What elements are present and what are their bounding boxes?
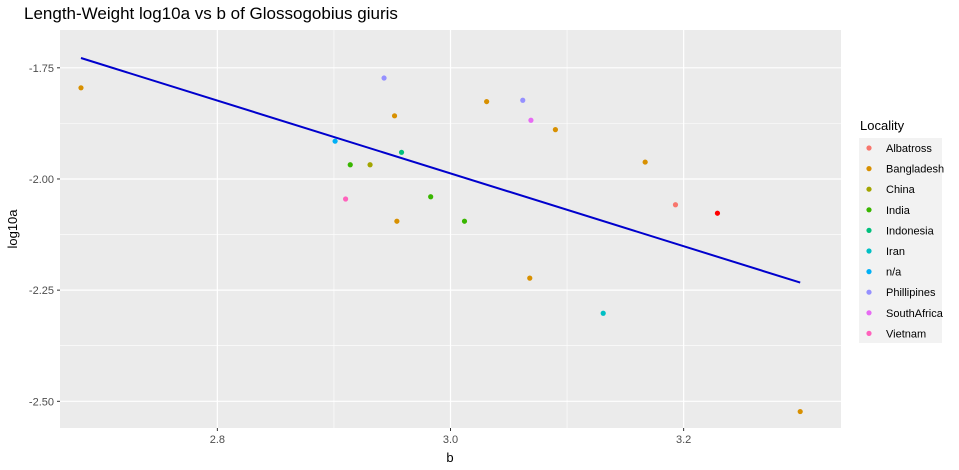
trend-line-layer	[80, 57, 801, 284]
x-tick-label: 3.2	[676, 434, 691, 446]
y-axis-title: log10a	[5, 209, 20, 249]
legend-label-n-a: n/a	[886, 267, 902, 279]
point-india	[428, 194, 434, 200]
point-bangladesh	[527, 275, 533, 281]
legend-key-india	[866, 207, 872, 213]
legend-key-bangladesh	[866, 166, 872, 172]
legend-key-vietnam	[866, 330, 872, 336]
legend-label-vietnam: Vietnam	[886, 328, 926, 340]
legend-label-bangladesh: Bangladesh	[886, 164, 944, 176]
point-indonesia	[398, 149, 405, 155]
legend-label-iran: Iran	[886, 246, 905, 258]
axis-ticks: 2.8 3.0 3.2 -1.75 -2.00 -2.25 -2.50	[29, 63, 691, 446]
legend-key-n-a	[866, 269, 872, 275]
legend-label-indonesia: Indonesia	[886, 225, 935, 237]
point-unlisted	[714, 210, 721, 216]
legend: Locality Albatross Bangladesh China India In…	[859, 118, 944, 343]
x-axis-title: b	[446, 450, 453, 465]
point-bangladesh	[642, 159, 648, 165]
y-tick-label: -2.50	[29, 396, 54, 408]
legend-key-background	[859, 138, 942, 343]
legend-label-southafrica: SouthAfrica	[886, 308, 944, 320]
chart-title: Length-Weight log10a vs b of Glossogobiu…	[24, 4, 398, 23]
point-bangladesh	[484, 98, 490, 105]
legend-key-indonesia	[866, 227, 872, 233]
legend-key-china	[866, 186, 872, 192]
point-n-a	[332, 138, 338, 144]
x-tick-label: 2.8	[210, 434, 225, 446]
point-bangladesh	[78, 85, 84, 91]
point-bangladesh	[552, 127, 559, 133]
legend-label-china: China	[886, 184, 916, 196]
legend-label-india: India	[886, 205, 911, 217]
point-iran	[600, 310, 606, 316]
x-tick-label: 3.0	[443, 434, 458, 446]
point-bangladesh	[394, 218, 400, 224]
legend-title: Locality	[860, 118, 905, 133]
point-india	[347, 162, 353, 168]
point-bangladesh	[391, 113, 398, 119]
legend-label-phillipines: Phillipines	[886, 287, 936, 299]
point-india	[461, 218, 468, 224]
point-bangladesh	[797, 408, 803, 415]
trend-line	[80, 57, 801, 284]
y-tick-label: -2.25	[29, 285, 54, 297]
point-albatross	[672, 202, 679, 208]
legend-key-albatross	[866, 145, 872, 151]
point-phillipines	[520, 97, 526, 103]
legend-key-phillipines	[866, 289, 872, 295]
point-vietnam	[342, 196, 349, 202]
legend-key-iran	[866, 248, 872, 254]
point-southafrica	[528, 117, 534, 123]
y-tick-label: -1.75	[29, 63, 54, 75]
point-china	[367, 162, 373, 168]
scatter-points	[78, 75, 803, 415]
legend-label-albatross: Albatross	[886, 143, 932, 155]
point-phillipines	[381, 75, 387, 81]
grid	[60, 30, 841, 428]
y-tick-label: -2.00	[29, 174, 54, 186]
legend-key-southafrica	[866, 310, 872, 316]
